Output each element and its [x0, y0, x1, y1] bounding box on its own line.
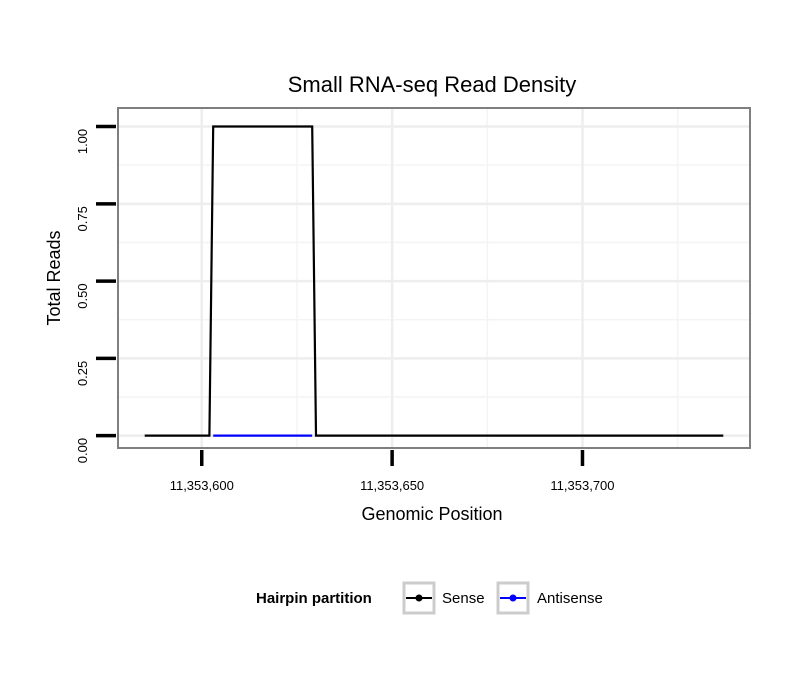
series-layer [144, 125, 724, 437]
y-tick-label: 1.00 [75, 129, 90, 154]
legend: Hairpin partition Sense Antisense [256, 581, 603, 615]
y-axis-title: Total Reads [44, 230, 64, 325]
chart-title: Small RNA-seq Read Density [288, 72, 577, 97]
y-tick-label: 0.50 [75, 283, 90, 308]
legend-item-sense: Sense [402, 581, 485, 615]
x-axis: 11,353,600 11,353,650 11,353,700 [170, 450, 615, 493]
legend-label: Sense [442, 590, 485, 607]
series-line-sense [144, 125, 724, 437]
x-tick-label: 11,353,650 [360, 478, 424, 493]
legend-item-antisense: Antisense [496, 581, 603, 615]
legend-key-dot [509, 594, 517, 602]
legend-title: Hairpin partition [256, 590, 372, 607]
y-axis: 0.00 0.25 0.50 0.75 1.00 [75, 124, 116, 463]
legend-key-dot [415, 594, 423, 602]
y-tick-label: 0.25 [75, 361, 90, 386]
legend-label: Antisense [537, 590, 603, 607]
x-tick-label: 11,353,700 [550, 478, 614, 493]
x-tick-label: 11,353,600 [170, 478, 234, 493]
y-tick-label: 0.00 [75, 438, 90, 463]
x-axis-title: Genomic Position [361, 504, 502, 524]
plot-border [117, 107, 751, 449]
y-tick-label: 0.75 [75, 206, 90, 231]
